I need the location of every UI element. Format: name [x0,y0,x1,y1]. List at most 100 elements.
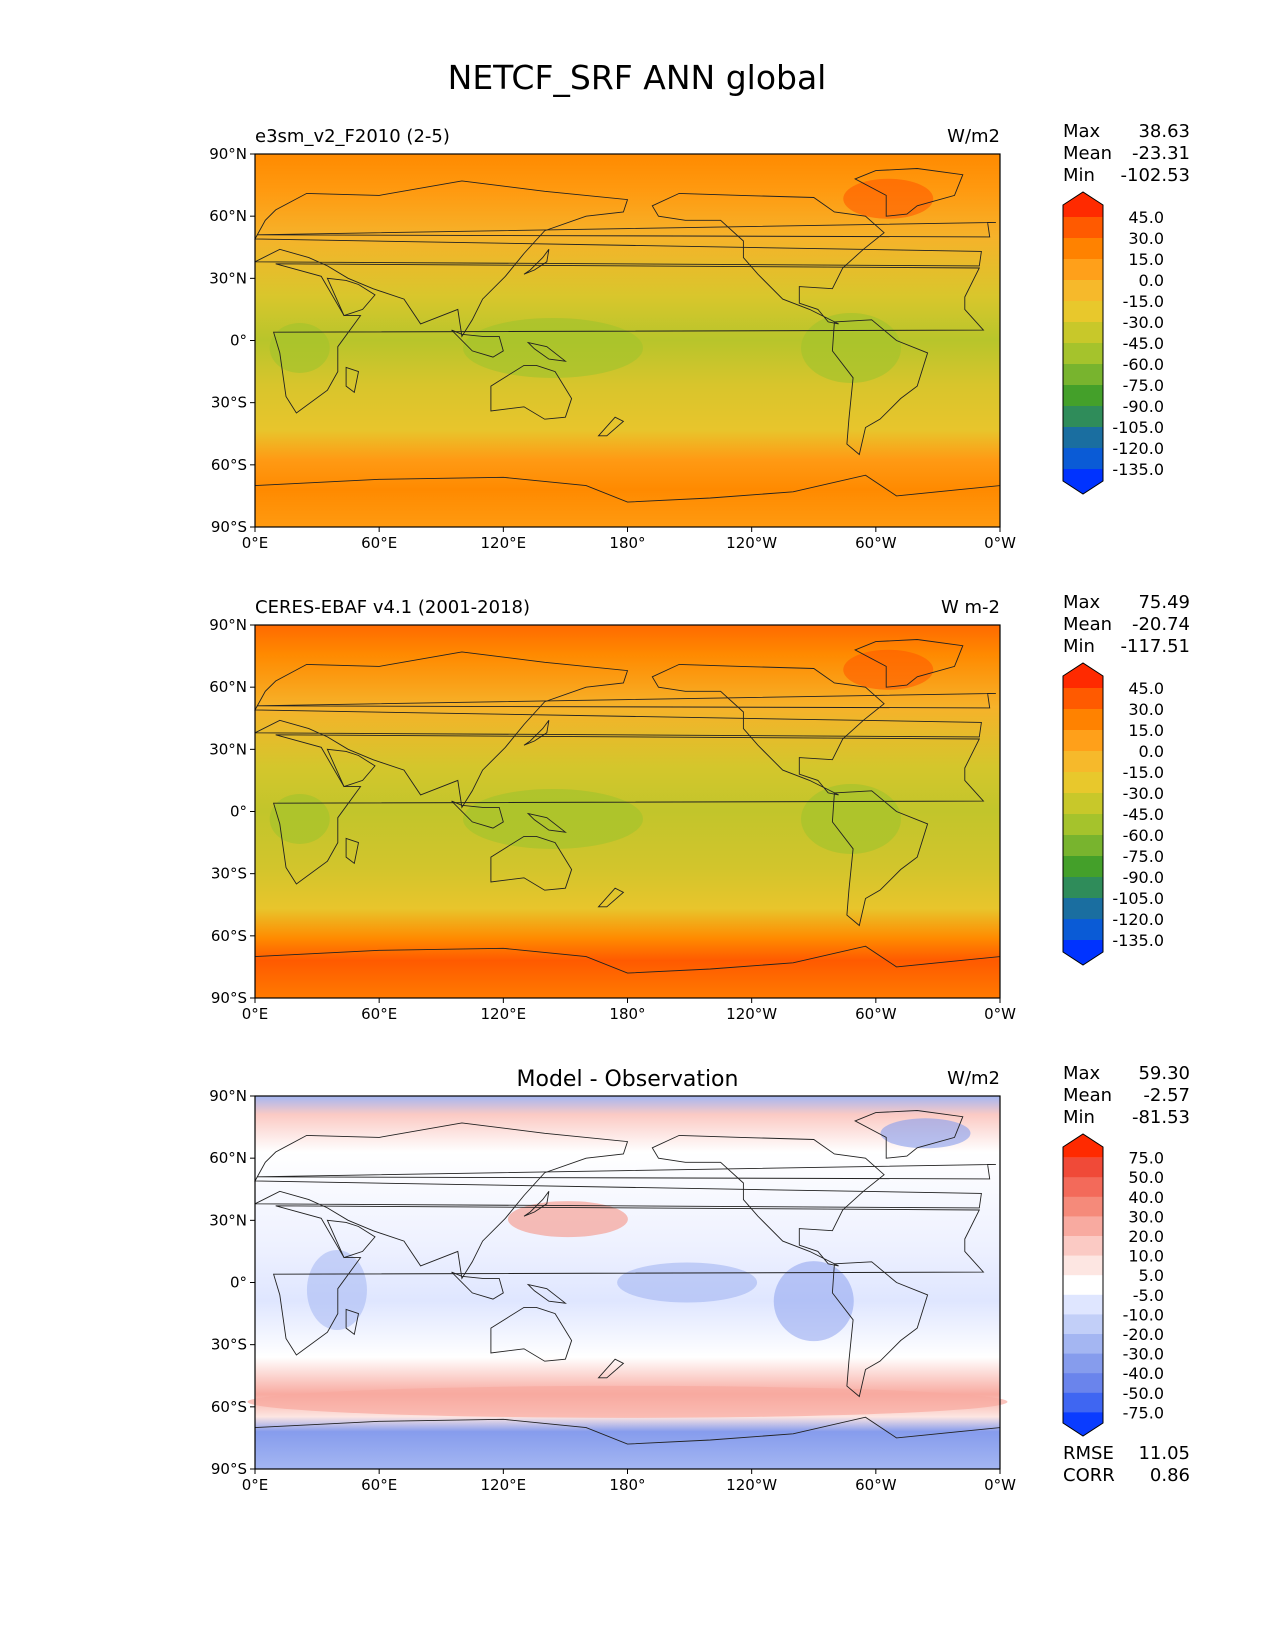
colorbar-label: 15.0 [1128,250,1164,269]
colorbar-label: -75.0 [1123,847,1164,866]
lon-tick-label: 60°E [361,534,397,552]
coastline-nz [597,1358,625,1379]
stat-max-value: 75.49 [1138,592,1190,613]
map-area [254,625,1001,999]
colorbar-swatch [1063,1196,1103,1217]
lat-tick-label: 60°N [209,1149,247,1167]
colorbar-label: 30.0 [1128,700,1164,719]
field-anomaly [463,317,643,378]
colorbar-label: 45.0 [1128,679,1164,698]
lon-tick-label: 120°E [481,534,527,552]
panel-units: W/m2 [947,126,1000,147]
colorbar-label: -40.0 [1123,1364,1164,1383]
lon-tick-label: 60°W [855,534,897,552]
field-anomaly [843,178,934,219]
coastline-greenland [854,639,964,688]
coastline-newguinea [526,1283,567,1304]
colorbar-swatch [1063,406,1103,428]
colorbar-label: 5.0 [1139,1266,1164,1285]
colorbar-label: -90.0 [1123,397,1164,416]
lon-tick-label: 0°W [984,1005,1016,1023]
stat-mean-label: Mean [1063,1085,1112,1106]
colorbar-label: -60.0 [1123,826,1164,845]
coastline-africa [272,734,985,885]
lat-tick-label: 30°S [211,1336,247,1354]
colorbar-label: -60.0 [1123,355,1164,374]
colorbar-outline [1062,1133,1104,1437]
lon-tick-label: 120°W [726,534,777,552]
colorbar: 75.050.040.030.020.010.05.0-5.0-10.0-20.… [1062,1133,1164,1437]
colorbar-swatch [1063,343,1103,365]
coastline-uk [257,1163,996,1180]
colorbar-label: 20.0 [1128,1227,1164,1246]
colorbar-label: 15.0 [1128,721,1164,740]
colorbar: 45.0 30.0 15.0 0.0 -15.0 -30.0 -45.0 -60.0 -75.0… [1062,662,1164,966]
coastline-indonesia [451,800,504,829]
colorbar-swatch [1063,835,1103,857]
colorbar-swatch [1063,898,1103,920]
colorbar-extend-bottom [1063,940,1103,965]
lon-tick-label: 0°W [984,1476,1016,1494]
colorbar-label: -135.0 [1112,460,1164,479]
colorbar-label: -75.0 [1123,1403,1164,1422]
colorbar-label: -105.0 [1112,418,1164,437]
lat-tick-label: 90°N [209,1087,247,1105]
coastline-newguinea [526,812,567,833]
colorbar-label: -75.0 [1123,376,1164,395]
stat-min-value: -81.53 [1132,1107,1190,1128]
colorbar-swatch [1063,1216,1103,1237]
lon-tick-label: 120°W [726,1476,777,1494]
coastline-eurasia [254,651,982,809]
colorbar-outline [1062,662,1104,966]
coastline-australia [490,364,573,420]
panel-title-left: CERES-EBAF v4.1 (2001-2018) [255,597,530,618]
colorbar-label: -30.0 [1123,1345,1164,1364]
lat-tick-label: 90°N [209,145,247,163]
lon-tick-label: 0°E [242,1476,269,1494]
coastline-namerica [651,663,885,796]
coastline-nz [597,887,625,908]
coastline-samerica [831,1261,929,1398]
coastline-samerica [831,790,929,927]
panel-units: W/m2 [947,1068,1000,1089]
colorbar-swatch [1063,364,1103,386]
stat-min-value: -102.53 [1121,165,1190,186]
stat-mean-value: -2.57 [1143,1085,1190,1106]
colorbar-extend-top [1063,1134,1103,1158]
field-anomaly [269,322,330,373]
coastline-australia [490,835,573,891]
colorbar-label: -50.0 [1123,1384,1164,1403]
figure-title: NETCF_SRF ANN global [448,58,827,97]
colorbar-swatch [1063,1314,1103,1335]
lon-tick-label: 60°W [855,1476,897,1494]
colorbar-swatch [1063,919,1103,941]
colorbar-label: 30.0 [1128,1207,1164,1226]
lat-tick-label: 90°S [211,1460,247,1478]
lon-tick-label: 120°E [481,1476,527,1494]
coastline-africa [272,263,985,414]
panel-1: e3sm_v2_F2010 (2-5) W/m2 90°N 60°N 30°N 0° 30°… [209,121,1190,552]
lon-tick-label: 60°E [361,1005,397,1023]
lon-tick-label: 0°E [242,534,269,552]
colorbar-label: -20.0 [1123,1325,1164,1344]
lat-tick-label: 60°S [211,927,247,945]
coastline-indonesia [451,1271,504,1300]
lat-tick-label: 60°N [209,207,247,225]
colorbar-label: 45.0 [1128,208,1164,227]
lat-tick-label: 30°N [209,269,247,287]
colorbar-label: 40.0 [1128,1188,1164,1207]
colorbar-label: -45.0 [1123,805,1164,824]
coastline-africa [272,1205,985,1356]
lon-tick-label: 120°E [481,1005,527,1023]
stat-max-label: Max [1063,1063,1101,1084]
colorbar-label: -120.0 [1112,439,1164,458]
coastline-australia [490,1306,573,1362]
coastline-uk [257,692,996,709]
lat-tick-label: 60°S [211,456,247,474]
colorbar-swatch [1063,427,1103,449]
coastline-japan [523,1191,550,1217]
lat-tick-label: 90°N [209,616,247,634]
colorbar-swatch [1063,793,1103,815]
lon-tick-label: 0°E [242,1005,269,1023]
